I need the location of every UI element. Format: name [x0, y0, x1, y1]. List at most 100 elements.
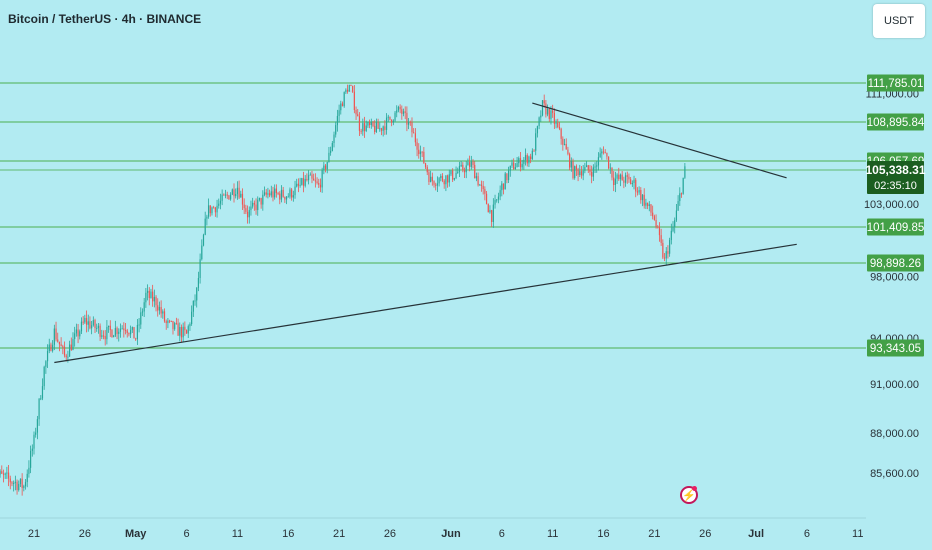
- candle-body: [152, 291, 154, 302]
- candle-body: [36, 419, 38, 433]
- candle-body: [87, 321, 89, 325]
- candle-body: [80, 321, 83, 332]
- candle-body: [358, 116, 361, 131]
- candle-body: [579, 171, 581, 176]
- time-tick-label: 6: [183, 528, 189, 540]
- candle-body: [643, 194, 645, 206]
- candle-body: [360, 130, 362, 132]
- candle-body: [45, 361, 47, 367]
- candle-body: [599, 153, 601, 158]
- candle-body: [619, 174, 622, 180]
- candle-body: [285, 196, 288, 200]
- candle-body: [577, 169, 579, 176]
- candle-body: [470, 161, 472, 167]
- candle-body: [280, 189, 283, 200]
- candle-body: [133, 327, 135, 339]
- candle-body: [107, 325, 110, 327]
- candle-body: [465, 165, 467, 173]
- candle-body: [506, 173, 508, 181]
- candle-body: [455, 172, 457, 179]
- candle-body: [448, 174, 450, 183]
- candle-body: [536, 126, 539, 134]
- time-tick-label: 6: [804, 528, 810, 540]
- candle-body: [146, 290, 149, 293]
- time-tick-label: 11: [232, 528, 243, 540]
- candle-body: [114, 328, 116, 336]
- candle-body: [46, 351, 49, 362]
- price-tick-label: 103,000.00: [864, 199, 919, 211]
- candle-body: [638, 190, 640, 193]
- candle-body: [452, 170, 454, 180]
- candle-body: [467, 162, 469, 166]
- candle-body: [4, 473, 6, 475]
- candle-body: [357, 114, 359, 117]
- candle-body: [413, 132, 415, 134]
- candle-body: [192, 300, 194, 312]
- candle-body: [33, 434, 35, 449]
- candle-body: [635, 179, 637, 192]
- price-tick-label: 91,000.00: [870, 379, 919, 391]
- candle-body: [479, 184, 481, 186]
- currency-button[interactable]: USDT: [873, 4, 925, 38]
- candle-body: [404, 111, 406, 113]
- candle-body: [402, 111, 405, 114]
- candle-body: [374, 125, 376, 133]
- candle-body: [480, 184, 483, 186]
- candle-body: [528, 156, 530, 164]
- candle-body: [174, 323, 176, 330]
- candle-body: [430, 176, 432, 182]
- candle-body: [436, 183, 439, 186]
- candle-body: [662, 242, 664, 258]
- candle-body: [43, 366, 45, 387]
- price-tick-label: 85,600.00: [870, 468, 919, 480]
- candle-body: [35, 432, 37, 435]
- candle-body: [224, 194, 227, 196]
- candle-body: [52, 344, 54, 351]
- candle-body: [19, 478, 22, 484]
- candle-body: [669, 240, 671, 254]
- candle-body: [272, 191, 274, 198]
- candle-body: [380, 128, 383, 131]
- candle-body: [350, 84, 352, 87]
- candle-body: [608, 156, 610, 169]
- candle-body: [604, 152, 606, 154]
- current-price-label: 105,338.31: [865, 163, 925, 177]
- level-badge-label: 101,409.85: [867, 222, 925, 234]
- candle-body: [257, 199, 259, 211]
- candle-body: [14, 481, 16, 483]
- candle-body: [307, 175, 310, 181]
- countdown-label: 02:35:10: [874, 180, 917, 192]
- candle-body: [131, 327, 133, 330]
- candle-body: [311, 174, 313, 179]
- candle-body: [548, 108, 550, 119]
- candle-body: [624, 175, 627, 183]
- candle-body: [41, 386, 44, 399]
- level-badge-label: 98,898.26: [870, 258, 921, 270]
- candle-body: [67, 356, 69, 358]
- time-tick-label: 21: [648, 528, 660, 540]
- candle-body: [513, 162, 515, 170]
- candle-body: [679, 193, 681, 202]
- candle-body: [169, 320, 171, 322]
- candle-body: [563, 143, 566, 145]
- candle-body: [601, 151, 603, 154]
- candle-body: [30, 450, 32, 468]
- candle-body: [109, 325, 111, 331]
- candle-body: [292, 195, 294, 198]
- candle-body: [177, 323, 179, 336]
- candle-body: [538, 117, 540, 127]
- trendlines[interactable]: [54, 102, 797, 364]
- candle-body: [458, 166, 461, 172]
- candle-body: [204, 218, 206, 235]
- candle-body: [670, 230, 672, 241]
- candle-body: [457, 171, 459, 173]
- level-badge: [867, 339, 924, 357]
- candle-body: [672, 226, 674, 231]
- candle-body: [287, 196, 289, 198]
- candle-body: [565, 143, 567, 150]
- candle-body: [485, 193, 488, 205]
- candle-body: [396, 110, 398, 113]
- time-tick-label: Jun: [441, 528, 461, 540]
- candle-body: [162, 311, 164, 314]
